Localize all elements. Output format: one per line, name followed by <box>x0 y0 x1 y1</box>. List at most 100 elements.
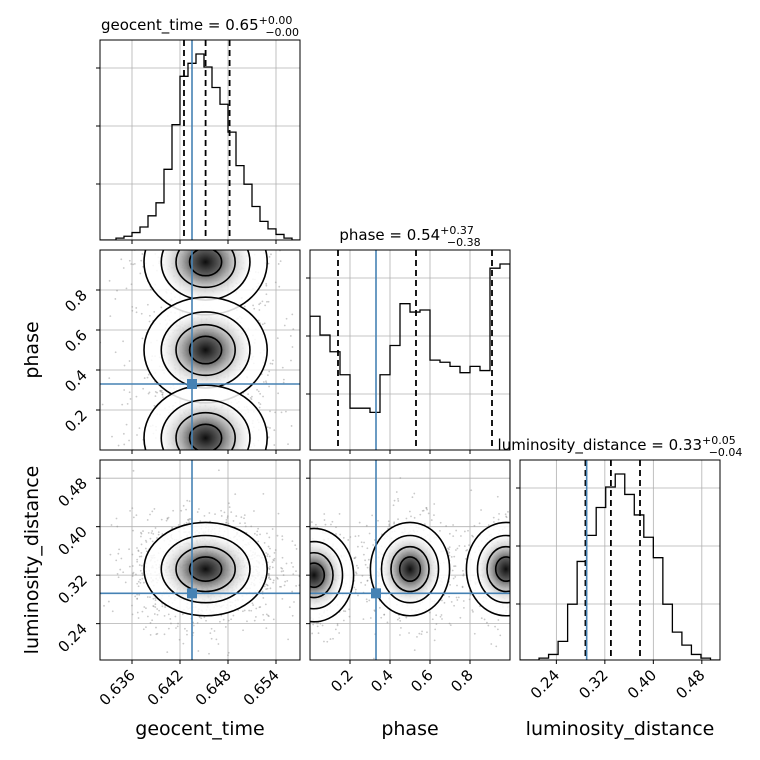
scatter-point <box>277 263 280 265</box>
scatter-point <box>281 535 284 538</box>
scatter-point <box>288 544 290 546</box>
scatter-point <box>364 584 367 586</box>
scatter-point <box>537 548 539 550</box>
scatter-point <box>282 614 284 616</box>
scatter-point <box>170 215 172 217</box>
scatter-point <box>165 490 167 492</box>
scatter-point <box>193 231 195 233</box>
scatter-point <box>297 551 299 553</box>
scatter-point <box>368 599 371 602</box>
scatter-point <box>242 242 244 244</box>
scatter-point <box>441 599 443 602</box>
scatter-point <box>295 585 298 587</box>
scatter-point <box>178 638 181 641</box>
scatter-point <box>251 602 254 605</box>
scatter-point <box>286 595 288 597</box>
scatter-point <box>244 525 247 528</box>
scatter-point <box>101 230 103 232</box>
scatter-point <box>242 227 244 229</box>
scatter-point <box>311 632 314 635</box>
scatter-point <box>267 262 270 265</box>
scatter-point <box>282 574 285 576</box>
scatter-point <box>516 523 518 525</box>
scatter-point <box>517 568 519 570</box>
scatter-point <box>297 577 299 579</box>
scatter-point <box>473 524 476 527</box>
scatter-point <box>141 337 144 340</box>
scatter-point <box>445 525 448 527</box>
scatter-point <box>241 461 243 463</box>
scatter-point <box>215 472 217 474</box>
scatter-point <box>469 593 472 596</box>
scatter-point <box>454 575 457 578</box>
scatter-point <box>525 547 527 549</box>
scatter-point <box>225 518 228 521</box>
scatter-point <box>365 524 368 527</box>
scatter-point <box>155 626 157 629</box>
scatter-point <box>296 528 298 530</box>
scatter-point <box>552 558 554 560</box>
scatter-point <box>187 519 190 522</box>
scatter-point <box>298 598 300 600</box>
scatter-point <box>308 559 310 561</box>
scatter-point <box>562 531 564 533</box>
scatter-point <box>125 423 128 426</box>
scatter-point <box>539 575 541 577</box>
scatter-point <box>308 628 310 630</box>
scatter-point <box>111 610 114 613</box>
scatter-point <box>174 615 177 618</box>
scatter-point <box>283 584 286 587</box>
contour <box>160 399 251 450</box>
scatter-point <box>176 625 179 628</box>
scatter-point <box>177 524 180 526</box>
scatter-point <box>521 569 523 571</box>
scatter-point <box>215 455 217 457</box>
scatter-point <box>528 567 530 569</box>
scatter-point <box>334 628 337 631</box>
scatter-point <box>223 479 225 481</box>
scatter-point <box>281 567 284 570</box>
scatter-point <box>514 584 516 586</box>
scatter-point <box>295 540 297 542</box>
contour <box>310 551 334 599</box>
contour <box>310 527 355 623</box>
scatter-point <box>511 558 513 560</box>
scatter-point <box>305 447 307 449</box>
scatter-point <box>460 535 462 537</box>
scatter-point <box>532 565 534 567</box>
scatter-point <box>140 259 143 262</box>
panel-frame <box>309 249 511 451</box>
scatter-point <box>542 535 544 537</box>
scatter-point <box>497 518 500 521</box>
x-tick-label: 0.648 <box>192 666 235 709</box>
scatter-point <box>199 520 202 523</box>
scatter-point <box>464 557 467 560</box>
scatter-point <box>268 385 270 388</box>
scatter-point <box>186 518 189 521</box>
scatter-point <box>252 604 255 606</box>
scatter-point <box>533 595 535 597</box>
scatter-point <box>173 247 175 249</box>
scatter-point <box>357 534 360 537</box>
scatter-point <box>292 573 295 576</box>
scatter-point <box>357 594 359 597</box>
scatter-point <box>217 469 220 472</box>
scatter-point <box>170 215 172 217</box>
contour <box>398 556 422 583</box>
scatter-point <box>524 633 526 635</box>
scatter-point <box>171 526 174 529</box>
scatter-point <box>448 546 451 549</box>
scatter-point <box>138 427 141 430</box>
scatter-point <box>516 581 518 583</box>
scatter-point <box>569 589 571 591</box>
contour <box>188 335 223 365</box>
scatter-point <box>212 456 214 458</box>
scatter-point <box>467 529 469 532</box>
scatter-point <box>250 398 253 401</box>
scatter-point <box>136 245 138 247</box>
scatter-point <box>298 590 300 592</box>
scatter-point <box>515 572 517 574</box>
y-axis-label: luminosity_distance <box>21 466 43 655</box>
scatter-point <box>288 564 290 566</box>
